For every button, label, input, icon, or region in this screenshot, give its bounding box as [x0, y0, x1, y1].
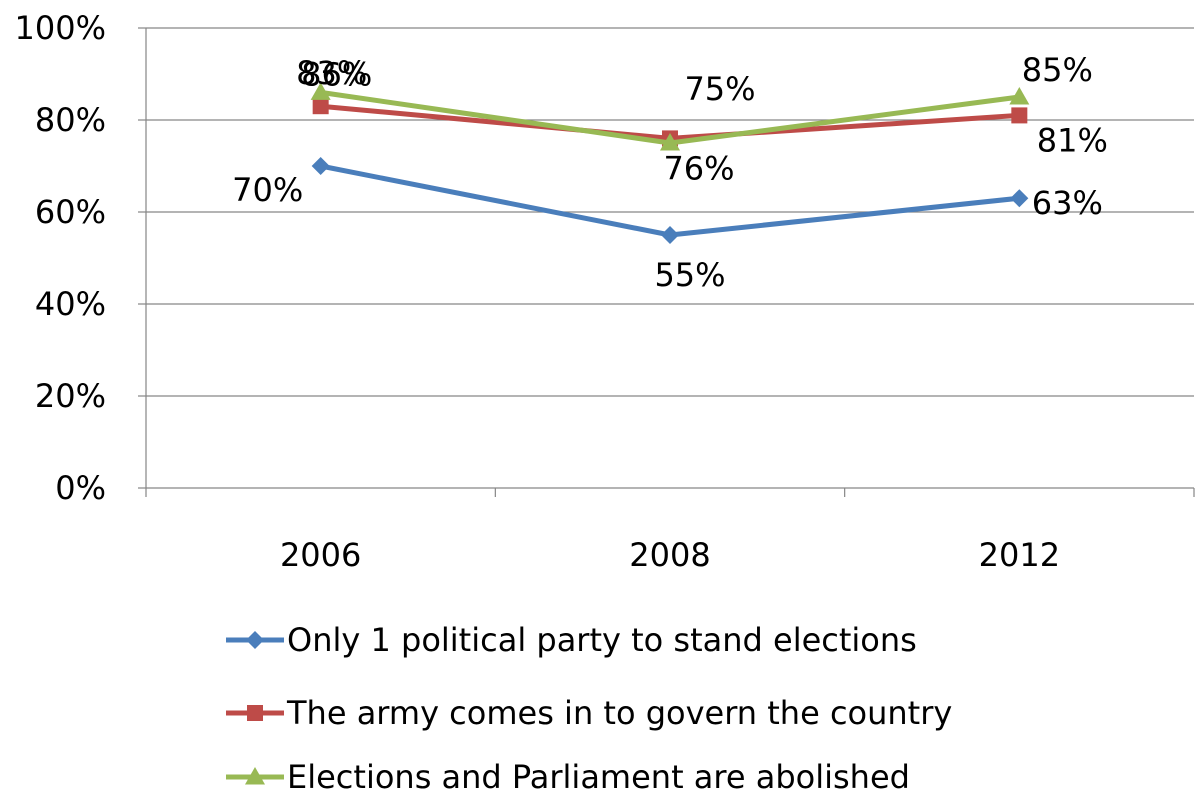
legend-item-3: Elections and Parliament are abolished [226, 758, 910, 790]
legend: Only 1 political party to stand election… [226, 621, 952, 790]
x-axis-ticks: 2006 2008 2012 [145, 488, 1195, 574]
x-tick-label: 2008 [629, 536, 710, 574]
axes [145, 28, 1194, 489]
legend-label: The army comes in to govern the country [286, 694, 952, 732]
data-label: 55% [654, 256, 725, 294]
diamond-marker [661, 226, 679, 244]
data-label: 70% [232, 171, 303, 209]
triangle-marker [245, 767, 265, 785]
data-label: 75% [684, 70, 755, 108]
data-label: 81% [1037, 121, 1108, 159]
square-marker [247, 705, 263, 721]
y-tick-label: 40% [35, 285, 106, 323]
triangle-marker [310, 82, 331, 100]
triangle-marker [660, 133, 680, 151]
data-label: 63% [1032, 184, 1103, 222]
square-marker [1011, 107, 1028, 124]
legend-item-2: The army comes in to govern the country [226, 694, 952, 732]
data-label: 86% [301, 55, 372, 93]
legend-item-1: Only 1 political party to stand election… [226, 621, 917, 659]
x-tick-label: 2006 [280, 536, 361, 574]
diamond-marker [1010, 189, 1029, 208]
diamond-marker [246, 631, 264, 649]
series-group [310, 82, 1030, 244]
data-label: 85% [1022, 51, 1093, 89]
data-labels: 70% 55% 63% 83% 76% 81% 86% 75% 85% [232, 51, 1108, 294]
triangle-marker [1009, 87, 1030, 105]
legend-label: Only 1 political party to stand election… [287, 621, 917, 659]
y-tick-label: 100% [15, 9, 106, 47]
x-tick-label: 2012 [979, 536, 1060, 574]
y-tick-label: 60% [35, 193, 106, 231]
legend-label: Elections and Parliament are abolished [287, 758, 910, 790]
data-label: 83% [296, 54, 367, 92]
series-1 [311, 157, 1029, 244]
data-label: 76% [663, 149, 734, 187]
diamond-marker [311, 157, 330, 175]
y-tick-label: 20% [35, 377, 106, 415]
y-tick-label: 0% [55, 469, 106, 507]
square-marker [312, 98, 329, 115]
y-axis-ticks: 0% 20% 40% 60% 80% 100% [15, 9, 146, 507]
y-tick-label: 80% [35, 101, 106, 139]
series-3 [310, 82, 1030, 151]
